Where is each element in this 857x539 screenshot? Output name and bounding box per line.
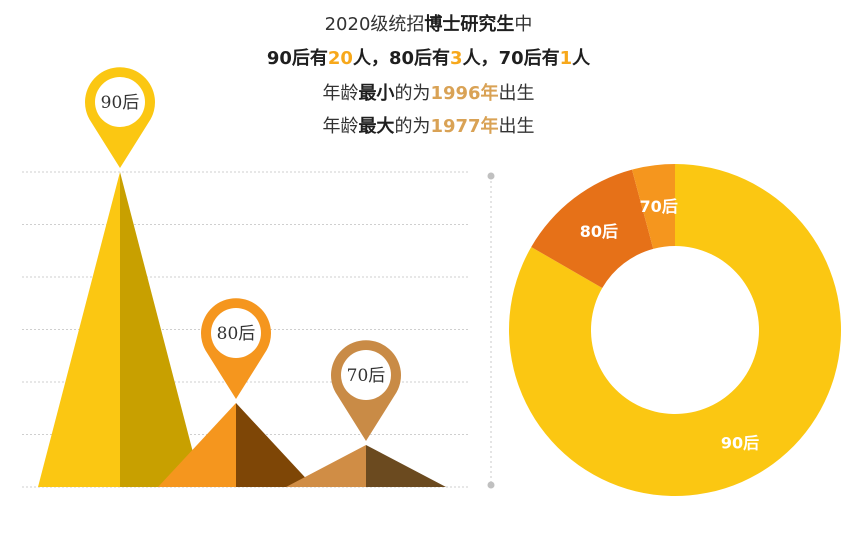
line4-segment-2: 的为 [394, 116, 431, 137]
donut-label: 70后 [640, 197, 678, 216]
line2-segment-1: 20 [327, 48, 353, 69]
pin-inner [95, 77, 145, 127]
pyramid-70后-right [366, 445, 446, 487]
line4-segment-3: 1977年 [430, 116, 499, 137]
line2-segment-0: 90后有 [266, 48, 328, 69]
line4-segment-0: 年龄 [322, 116, 359, 137]
headline-line-2: 90后有20人，80后有3人，70后有1人 [0, 47, 857, 71]
donut-label: 90后 [721, 434, 759, 453]
line3-segment-1: 最小 [358, 83, 395, 104]
headline-bold: 博士研究生 [424, 14, 515, 35]
pyramid-80后-left [158, 403, 236, 487]
line3-segment-0: 年龄 [322, 83, 359, 104]
line2-segment-5: 人， [462, 48, 499, 69]
pyramid-90后-right [120, 172, 202, 487]
headline-line-1: 2020级统招博士研究生中 [0, 13, 857, 37]
line2-segment-8: 人 [572, 48, 591, 69]
pin-marker: 70后 [331, 340, 401, 441]
pyramid-70后-left [286, 445, 366, 487]
line3-segment-2: 的为 [394, 83, 431, 104]
pin-marker: 80后 [201, 298, 271, 399]
headline-line-3: 年龄最小的为1996年出生 [0, 82, 857, 106]
pin-label: 80后 [217, 324, 256, 344]
line2-segment-7: 1 [559, 48, 573, 69]
pin-label: 70后 [347, 366, 386, 386]
donut-label: 80后 [580, 222, 618, 241]
donut-slice-80后 [531, 169, 654, 288]
line2-segment-2: 人， [352, 48, 389, 69]
pin-inner [341, 350, 391, 400]
headline-line-4: 年龄最大的为1977年出生 [0, 115, 857, 139]
pyramid-pins: 90后 80后 70后 [85, 67, 401, 441]
headline-prefix: 2020级统招 [324, 14, 425, 35]
line3-segment-4: 出生 [498, 83, 535, 104]
divider [487, 172, 495, 489]
line4-segment-1: 最大 [358, 116, 395, 137]
donut-chart: 90后 80后 70后 [509, 164, 841, 496]
donut-slice-90后 [509, 164, 841, 496]
pyramid-90后-left [38, 172, 120, 487]
line3-segment-3: 1996年 [430, 83, 499, 104]
pin-marker: 90后 [85, 67, 155, 168]
line2-segment-3: 80后有 [388, 48, 451, 69]
line4-segment-4: 出生 [498, 116, 535, 137]
headline-suffix: 中 [514, 14, 533, 35]
line2-segment-6: 70后有 [498, 48, 560, 69]
pin-inner [211, 308, 261, 358]
line2-segment-4: 3 [450, 48, 463, 69]
divider-dot-top [487, 172, 495, 180]
divider-dot-bottom [487, 481, 495, 489]
donut-slice-70后 [632, 164, 675, 249]
pyramid-chart [38, 172, 446, 487]
pin-label: 90后 [101, 93, 140, 113]
pyramid-80后-right [236, 403, 314, 487]
